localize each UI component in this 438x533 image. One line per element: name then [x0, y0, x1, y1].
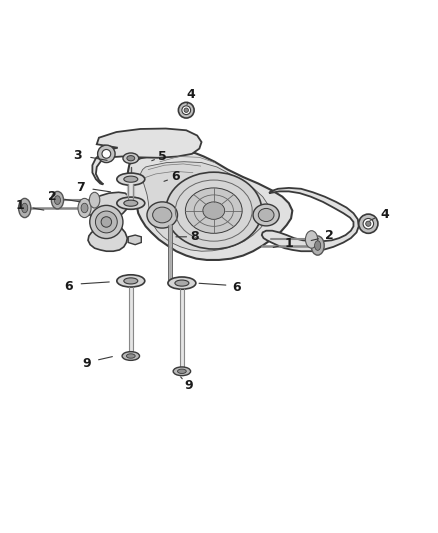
Text: 6: 6 [64, 280, 73, 293]
Text: 4: 4 [186, 87, 195, 101]
Text: 1: 1 [285, 237, 293, 250]
Polygon shape [130, 176, 143, 187]
Ellipse shape [51, 191, 64, 209]
Text: 9: 9 [83, 357, 92, 370]
Ellipse shape [124, 278, 138, 284]
Ellipse shape [177, 369, 186, 374]
Ellipse shape [168, 277, 196, 289]
Polygon shape [92, 128, 201, 184]
Ellipse shape [124, 200, 138, 206]
Ellipse shape [258, 208, 274, 222]
Ellipse shape [117, 197, 145, 209]
Ellipse shape [102, 149, 111, 158]
Text: 8: 8 [191, 230, 199, 243]
Ellipse shape [21, 203, 28, 213]
Ellipse shape [366, 221, 371, 227]
Ellipse shape [127, 354, 135, 358]
Ellipse shape [178, 102, 194, 118]
Ellipse shape [101, 217, 112, 227]
Ellipse shape [173, 367, 191, 376]
Polygon shape [128, 235, 141, 245]
Ellipse shape [117, 173, 145, 185]
Ellipse shape [81, 203, 88, 213]
Ellipse shape [54, 196, 60, 205]
Ellipse shape [314, 241, 321, 251]
Ellipse shape [90, 205, 123, 239]
Ellipse shape [359, 214, 378, 233]
Ellipse shape [127, 156, 135, 161]
Ellipse shape [95, 211, 117, 233]
Polygon shape [141, 161, 269, 251]
Polygon shape [262, 188, 359, 251]
Text: 5: 5 [158, 150, 166, 163]
Polygon shape [127, 152, 292, 260]
Ellipse shape [166, 172, 262, 249]
Text: 9: 9 [184, 379, 193, 392]
Ellipse shape [89, 192, 100, 208]
Text: 2: 2 [48, 190, 57, 203]
Ellipse shape [182, 106, 191, 115]
Ellipse shape [185, 188, 242, 233]
Ellipse shape [122, 352, 140, 360]
Ellipse shape [147, 202, 177, 228]
Ellipse shape [311, 236, 324, 255]
Text: 2: 2 [325, 229, 333, 243]
Text: 6: 6 [171, 170, 180, 183]
Ellipse shape [203, 202, 225, 220]
Polygon shape [80, 192, 131, 251]
Ellipse shape [152, 207, 172, 223]
Ellipse shape [175, 280, 189, 286]
Ellipse shape [123, 153, 139, 164]
Ellipse shape [124, 176, 138, 182]
Ellipse shape [253, 204, 279, 226]
Ellipse shape [78, 198, 91, 217]
Text: 4: 4 [381, 208, 389, 221]
Ellipse shape [363, 219, 374, 229]
Text: 7: 7 [76, 181, 85, 193]
Ellipse shape [305, 231, 318, 248]
Ellipse shape [117, 275, 145, 287]
Ellipse shape [98, 145, 115, 163]
Ellipse shape [18, 198, 31, 217]
Ellipse shape [184, 108, 188, 112]
Text: 6: 6 [232, 281, 241, 294]
Text: 1: 1 [16, 199, 25, 212]
Text: 3: 3 [73, 149, 81, 161]
